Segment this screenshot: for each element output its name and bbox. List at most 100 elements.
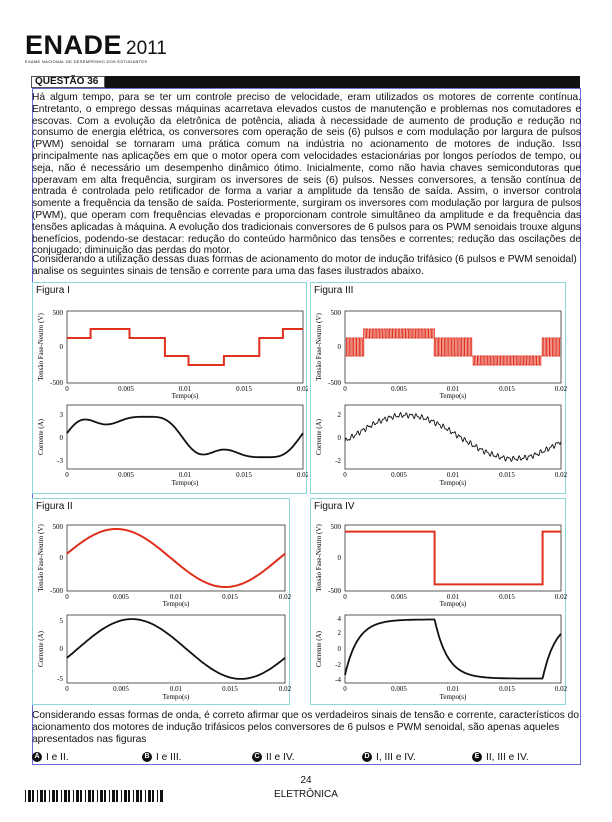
figure-1-label: Figura I xyxy=(36,285,70,296)
f2-i-xtick-4: 0.02 xyxy=(279,685,291,693)
f1-i-tick-top: 3 xyxy=(60,411,64,419)
f1-i-axes xyxy=(66,404,304,470)
figure-3-label: Figura III xyxy=(314,285,354,296)
f1-i-xtick-2: 0.01 xyxy=(179,471,192,479)
exam-header: ENADE 2011 EXAME NACIONAL DE DESEMPENHO D… xyxy=(25,30,167,64)
figure-1-plots: 500 0 -500 Tensão Fase-Neutro (V) 0 0.00… xyxy=(37,309,308,487)
f1-i-xticks: 0 0.005 0.01 0.015 0.02 xyxy=(65,471,308,479)
f3-v-xtick-4: 0.02 xyxy=(555,385,567,393)
option-c-text: II e IV. xyxy=(266,752,295,763)
option-d-text: I, III e IV. xyxy=(376,752,416,763)
question-closing: Considerando essas formas de onda, é cor… xyxy=(32,710,580,745)
f2-v-tick-bot: -500 xyxy=(50,587,63,595)
f4-i-tick-neg2: -2 xyxy=(335,661,341,669)
f3-v-tick-mid: 0 xyxy=(338,343,342,351)
f4-i-axes xyxy=(344,614,562,684)
f1-v-xtick-1: 0.005 xyxy=(118,385,134,393)
f1-i-xtick-0: 0 xyxy=(65,471,69,479)
f4-i-tick-neg4: -4 xyxy=(335,676,341,684)
f3-v-xtick-0: 0 xyxy=(343,385,347,393)
f2-v-axes xyxy=(66,524,286,592)
f4-i-tick-0: 0 xyxy=(338,645,342,653)
option-d[interactable]: D I, III e IV. xyxy=(362,752,416,763)
option-b[interactable]: B I e III. xyxy=(142,752,181,763)
f2-v-tick-mid: 0 xyxy=(60,554,64,562)
f3-v-ylabel: Tensão Fase-Neutro (V) xyxy=(315,313,323,381)
figure-1-panel: Figura I 500 0 -500 Tensão Fase-Neutro (… xyxy=(32,282,308,494)
f3-i-axes xyxy=(344,404,562,470)
f2-i-xtick-2: 0.01 xyxy=(170,685,183,693)
f1-v-tick-mid: 0 xyxy=(60,343,64,351)
f4-v-xticks: 0 0.005 0.01 0.015 0.02 xyxy=(343,593,567,601)
f1-voltage-series xyxy=(67,328,303,366)
f1-i-xtick-1: 0.005 xyxy=(118,471,134,479)
option-b-text: I e III. xyxy=(156,752,182,763)
f1-i-xlabel: Tempo(s) xyxy=(172,479,199,487)
f3-i-tick-mid: 0 xyxy=(338,434,342,442)
figure-4-label: Figura IV xyxy=(314,501,355,512)
option-e[interactable]: E II, III e IV. xyxy=(472,752,529,763)
f2-i-ylabel: Corrente (A) xyxy=(37,630,45,667)
f2-v-ylabel: Tensão Fase-Neutro (V) xyxy=(37,524,45,592)
f4-v-xlabel: Tempo(s) xyxy=(440,600,467,608)
f3-v-xlabel: Tempo(s) xyxy=(440,392,467,400)
option-e-text: II, III e IV. xyxy=(486,752,529,763)
f4-i-tick-2: 2 xyxy=(338,629,342,637)
figure-2-panel: Figura II 500 0 -500 Tensão Fase-Neutro … xyxy=(32,498,291,705)
f2-v-xtick-1: 0.005 xyxy=(113,593,129,601)
f4-v-xtick-0: 0 xyxy=(343,593,347,601)
f1-i-tick-bot: -3 xyxy=(57,457,63,465)
f3-v-xticks: 0 0.005 0.01 0.015 0.02 xyxy=(343,385,567,393)
f2-i-xtick-1: 0.005 xyxy=(113,685,129,693)
f4-v-xtick-4: 0.02 xyxy=(555,593,567,601)
f1-v-xtick-2: 0.01 xyxy=(179,385,192,393)
f4-i-xtick-2: 0.01 xyxy=(447,685,460,693)
f3-v-tick-bot: -500 xyxy=(328,379,341,387)
f2-v-xtick-4: 0.02 xyxy=(279,593,291,601)
option-a[interactable]: A I e II. xyxy=(32,752,69,763)
exam-year: 2011 xyxy=(126,38,167,59)
f1-v-xtick-3: 0.015 xyxy=(236,385,252,393)
f1-v-ylabel: Tensão Fase-Neutro (V) xyxy=(37,313,45,381)
question-label: QUESTÃO 36 xyxy=(31,76,105,88)
f1-v-tick-top: 500 xyxy=(53,309,64,317)
f2-v-xticks: 0 0.005 0.01 0.015 0.02 xyxy=(65,593,291,601)
f3-v-tick-top: 500 xyxy=(331,309,342,317)
f4-i-xtick-4: 0.02 xyxy=(555,685,567,693)
f1-current-series xyxy=(66,415,304,459)
f2-i-tick-mid: 0 xyxy=(60,645,64,653)
f2-i-xtick-0: 0 xyxy=(65,685,69,693)
f2-i-xtick-3: 0.015 xyxy=(222,685,238,693)
f4-i-xtick-1: 0.005 xyxy=(391,685,407,693)
f4-v-xtick-2: 0.01 xyxy=(447,593,460,601)
figure-4-plots: 500 0 -500 Tensão Fase-Neutro (V) 0 0.00… xyxy=(315,523,567,701)
f2-voltage-series xyxy=(66,528,286,588)
f4-v-xtick-3: 0.015 xyxy=(499,593,515,601)
f3-voltage-series xyxy=(345,328,561,366)
option-c[interactable]: C II e IV. xyxy=(252,752,295,763)
f4-i-xlabel: Tempo(s) xyxy=(440,693,467,701)
f1-i-xtick-4: 0.02 xyxy=(297,471,308,479)
f1-i-xtick-3: 0.015 xyxy=(236,471,252,479)
f4-v-tick-bot: -500 xyxy=(328,587,341,595)
f4-i-xtick-3: 0.015 xyxy=(499,685,515,693)
figure-2-label: Figura II xyxy=(36,501,73,512)
f3-current-series xyxy=(344,411,562,463)
figure-4-panel: Figura IV 500 0 -500 Tensão Fase-Neutro … xyxy=(310,498,567,705)
f1-v-xtick-4: 0.02 xyxy=(297,385,308,393)
f4-v-ylabel: Tensão Fase-Neutro (V) xyxy=(315,524,323,592)
barcode-icon xyxy=(25,790,163,802)
f4-v-tick-top: 500 xyxy=(331,523,342,531)
f2-v-xtick-3: 0.015 xyxy=(222,593,238,601)
f3-i-xtick-3: 0.015 xyxy=(499,471,515,479)
header-subtitle: EXAME NACIONAL DE DESEMPENHO DOS ESTUDAN… xyxy=(25,59,148,64)
f2-v-xtick-2: 0.01 xyxy=(170,593,183,601)
f1-v-tick-bot: -500 xyxy=(50,379,63,387)
f4-current-series xyxy=(344,618,562,680)
f3-i-xlabel: Tempo(s) xyxy=(440,479,467,487)
f1-v-xtick-0: 0 xyxy=(65,385,69,393)
f3-i-xtick-2: 0.01 xyxy=(447,471,460,479)
f1-v-xticks: 0 0.005 0.01 0.015 0.02 xyxy=(65,385,308,393)
option-c-marker: C xyxy=(252,752,262,763)
f4-v-xtick-1: 0.005 xyxy=(391,593,407,601)
